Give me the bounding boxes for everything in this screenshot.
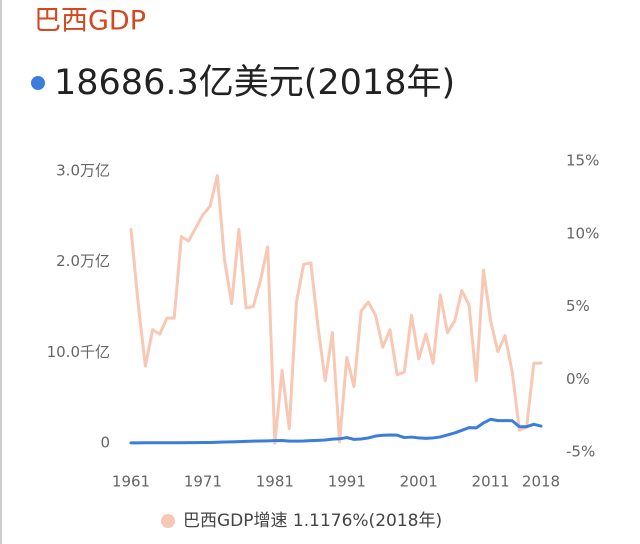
x-tick-label: 2011: [472, 473, 510, 491]
chart-title: 巴西GDP: [34, 6, 146, 37]
y2-tick-label: 15%: [566, 152, 599, 170]
legend-label: 巴西GDP增速 1.1176%(2018年): [183, 511, 442, 531]
legend-dot: [161, 514, 175, 528]
y-tick-label: 10.0千亿: [47, 343, 110, 361]
y2-tick-label: 0%: [566, 370, 590, 388]
x-tick-label: 1991: [328, 473, 366, 491]
headline-dot: [31, 76, 45, 90]
y-tick-label: 2.0万亿: [56, 252, 110, 270]
series-line: [129, 417, 543, 445]
y2-tick-label: -5%: [566, 443, 595, 461]
y2-tick-label: 5%: [566, 297, 590, 315]
y-tick-label: 0: [100, 434, 110, 452]
x-tick-label: 1981: [256, 473, 294, 491]
x-tick-label: 2018: [522, 473, 560, 491]
y2-tick-label: 10%: [566, 224, 599, 242]
x-tick-label: 1961: [112, 473, 150, 491]
x-tick-label: 1971: [184, 473, 222, 491]
x-tick-label: 2001: [400, 473, 438, 491]
series-line: [129, 174, 543, 445]
headline: 18686.3亿美元(2018年): [54, 63, 455, 103]
y-tick-label: 3.0万亿: [56, 162, 110, 180]
